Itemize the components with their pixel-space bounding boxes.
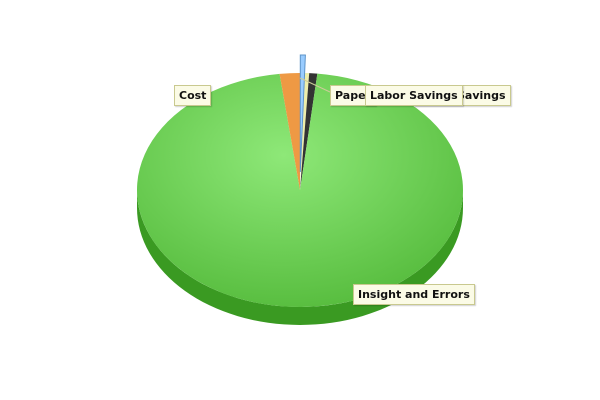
slice-label-labor-savings: Labor Savings <box>365 85 463 106</box>
pie-slice-labor-savings <box>300 73 310 190</box>
slice-label-insight-and-errors-text: Insight and Errors <box>358 288 470 301</box>
pie-slice-insight-and-errors <box>136 73 463 307</box>
pie-slices <box>136 73 463 307</box>
pie-pulled-slice <box>299 54 306 173</box>
slice-label-savings-text: Savings <box>457 89 506 102</box>
pie-slice-paper <box>299 54 306 173</box>
slice-label-labor-savings-text: Labor Savings <box>370 89 458 102</box>
leader-line-paper <box>299 77 331 93</box>
leader-lines <box>299 77 331 93</box>
slice-label-paper: Paper <box>330 85 376 106</box>
slice-label-insight-and-errors: Insight and Errors <box>353 284 475 305</box>
slice-label-cost: Cost <box>174 85 212 106</box>
slice-label-cost-text: Cost <box>179 89 207 102</box>
pie-slice-cost <box>279 73 300 190</box>
slice-label-paper-text: Paper <box>335 89 371 102</box>
pie-slice-savings <box>300 73 318 190</box>
